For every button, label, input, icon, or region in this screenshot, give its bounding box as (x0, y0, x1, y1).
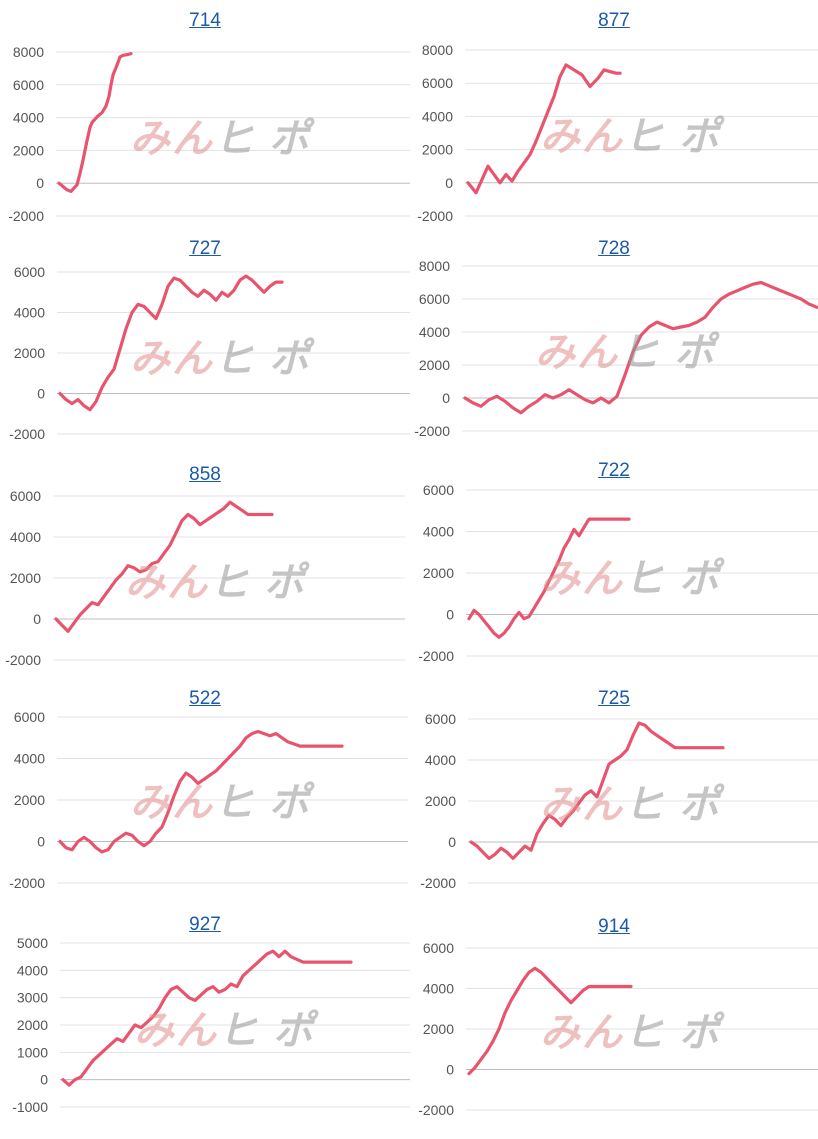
chart-panel-877: 877 8000 6000 4000 2000 0 -2000 みんヒ ポ (410, 8, 818, 233)
y-tick-label: -2000 (9, 875, 45, 891)
line-chart: 6000 4000 2000 0 -2000 (9, 709, 408, 891)
chart-title-link[interactable]: 877 (598, 10, 630, 31)
y-tick-label: 0 (37, 386, 45, 402)
y-tick-label: 8000 (422, 42, 453, 58)
y-tick-label: 8000 (419, 258, 450, 274)
y-tick-label: 0 (37, 834, 45, 850)
series-line (469, 721, 725, 860)
series-line (467, 966, 633, 1076)
y-tick-label: 1000 (17, 1044, 48, 1060)
y-tick-label: 4000 (425, 752, 456, 768)
line-chart: 6000 4000 2000 0 -2000 (5, 488, 405, 668)
chart-title-link[interactable]: 714 (189, 10, 221, 31)
y-tick-label: 5000 (17, 935, 48, 951)
line-chart: 8000 6000 4000 2000 0 -2000 (417, 42, 818, 224)
y-tick-label: 8000 (13, 44, 44, 60)
chart-title-link[interactable]: 727 (189, 238, 221, 259)
y-tick-label: 0 (33, 611, 41, 627)
y-tick-label: 4000 (14, 751, 45, 767)
series-line (466, 63, 622, 195)
y-tick-label: 4000 (14, 305, 45, 321)
line-chart: 6000 4000 2000 0 -2000 (420, 711, 818, 891)
y-tick-label: -2000 (420, 875, 456, 891)
y-tick-label: 6000 (422, 75, 453, 91)
y-tick-label: 4000 (13, 110, 44, 126)
chart-panel-522: 522 6000 4000 2000 0 -2000 みんヒ ポ (0, 686, 410, 911)
chart-panel-858: 858 6000 4000 2000 0 -2000 みんヒ ポ (0, 462, 410, 687)
y-tick-label: 4000 (423, 524, 454, 540)
y-tick-label: 2000 (13, 142, 44, 158)
line-chart: 6000 4000 2000 0 -2000 (418, 482, 818, 664)
y-tick-label: 0 (446, 1062, 454, 1078)
y-tick-label: 0 (36, 175, 44, 191)
y-tick-label: -2000 (5, 652, 41, 668)
chart-panel-914: 914 6000 4000 2000 0 -2000 みんヒ ポ (410, 914, 818, 1139)
chart-title-link[interactable]: 927 (189, 914, 221, 935)
y-tick-label: 0 (442, 390, 450, 406)
chart-title-link[interactable]: 722 (598, 460, 630, 481)
y-tick-label: 6000 (10, 488, 41, 504)
y-tick-label: 4000 (17, 962, 48, 978)
y-tick-label: 0 (448, 834, 456, 850)
y-tick-label: 2000 (419, 357, 450, 373)
y-tick-label: 6000 (423, 482, 454, 498)
series-line (58, 729, 344, 854)
y-tick-label: 0 (446, 607, 454, 623)
y-tick-label: 6000 (13, 77, 44, 93)
y-tick-label: 6000 (425, 711, 456, 727)
y-tick-label: 4000 (423, 981, 454, 997)
line-chart: 6000 4000 2000 0 -2000 (418, 940, 818, 1118)
y-tick-label: -2000 (418, 1102, 454, 1118)
y-tick-label: 2000 (423, 565, 454, 581)
y-tick-label: 3000 (17, 990, 48, 1006)
y-tick-label: 6000 (14, 709, 45, 725)
chart-title-link[interactable]: 728 (598, 238, 630, 259)
series-line (57, 52, 133, 193)
y-tick-label: 4000 (10, 529, 41, 545)
line-chart: 6000 4000 2000 0 -2000 (9, 264, 410, 442)
y-tick-label: 6000 (419, 291, 450, 307)
series-line (463, 280, 818, 415)
line-chart: 8000 6000 4000 2000 0 -2000 (8, 44, 410, 224)
chart-panel-727: 727 6000 4000 2000 0 -2000 みんヒ ポ (0, 236, 410, 461)
series-line (467, 517, 631, 639)
y-tick-label: 4000 (422, 108, 453, 124)
y-tick-label: -2000 (418, 648, 454, 664)
y-tick-label: 2000 (17, 1017, 48, 1033)
y-tick-label: -2000 (9, 426, 45, 442)
y-tick-label: 2000 (425, 793, 456, 809)
chart-title-link[interactable]: 858 (189, 464, 221, 485)
y-tick-label: 2000 (14, 345, 45, 361)
y-tick-label: 0 (445, 175, 453, 191)
chart-title-link[interactable]: 522 (189, 688, 221, 709)
y-tick-label: 0 (40, 1072, 48, 1088)
line-chart: 5000 4000 3000 2000 1000 0 -1000 (12, 935, 410, 1115)
series-line (54, 500, 274, 633)
y-tick-label: 2000 (422, 142, 453, 158)
chart-panel-728: 728 8000 6000 4000 2000 0 -2000 みんヒ ポ (410, 236, 818, 461)
y-tick-label: -2000 (417, 208, 453, 224)
y-tick-label: 2000 (423, 1021, 454, 1037)
y-tick-label: 6000 (423, 940, 454, 956)
chart-title-link[interactable]: 914 (598, 916, 630, 937)
chart-title-link[interactable]: 725 (598, 688, 630, 709)
chart-panel-722: 722 6000 4000 2000 0 -2000 みんヒ ポ (410, 458, 818, 683)
series-line (58, 274, 284, 412)
y-tick-label: 4000 (419, 324, 450, 340)
chart-panel-927: 927 5000 4000 3000 2000 1000 0 -1000 みんヒ ポ (0, 912, 410, 1137)
y-tick-label: -2000 (8, 208, 44, 224)
line-chart: 8000 6000 4000 2000 0 -2000 (414, 258, 818, 439)
y-tick-label: 6000 (14, 264, 45, 280)
y-tick-label: 2000 (14, 792, 45, 808)
y-tick-label: -1000 (12, 1099, 48, 1115)
chart-panel-725: 725 6000 4000 2000 0 -2000 みんヒ ポ (410, 686, 818, 911)
y-tick-label: -2000 (414, 423, 450, 439)
y-tick-label: 2000 (10, 570, 41, 586)
chart-panel-714: 714 8000 6000 4000 2000 0 -2000 みんヒ ポ (0, 8, 410, 233)
series-line (61, 949, 353, 1087)
